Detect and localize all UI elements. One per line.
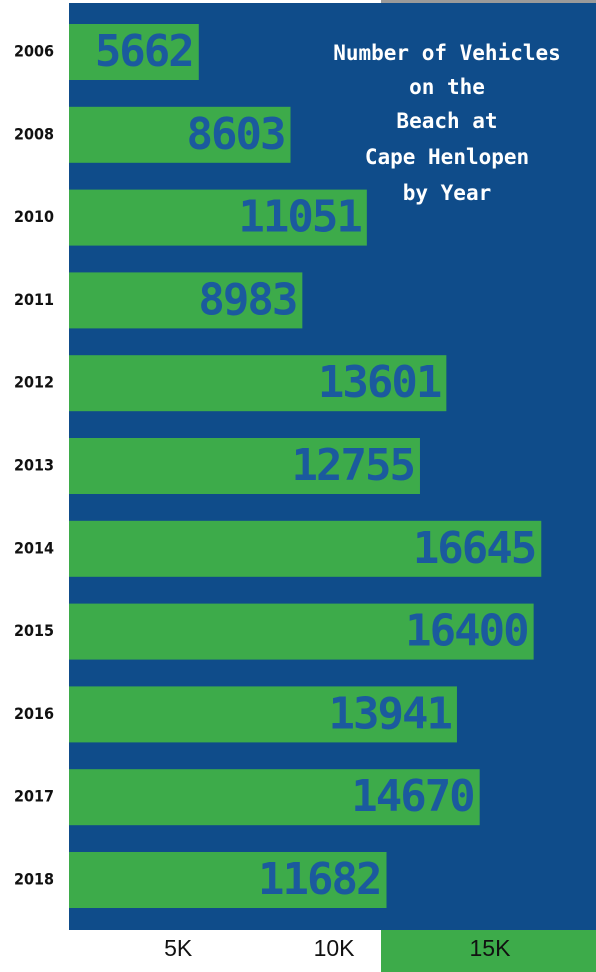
- y-tick-label: 2018: [14, 870, 54, 889]
- bar: [69, 686, 457, 743]
- x-tick-label: 5K: [164, 935, 193, 961]
- chart-title: Beach at: [396, 109, 497, 133]
- y-tick-label: 2011: [14, 290, 54, 309]
- chart-title: Number of Vehicles: [333, 41, 561, 65]
- data-label: 12755: [292, 440, 414, 491]
- data-label: 8603: [187, 109, 285, 160]
- y-tick-label: 2012: [14, 373, 54, 392]
- y-tick-label: 2010: [14, 207, 54, 226]
- data-label: 11051: [238, 192, 361, 243]
- bar: [69, 852, 387, 908]
- bar: [69, 272, 303, 329]
- y-tick-label: 2016: [14, 704, 54, 723]
- y-tick-label: 2017: [14, 787, 54, 806]
- bar: [69, 603, 534, 660]
- data-label: 14670: [351, 771, 473, 822]
- chart-title: Cape Henlopen: [365, 145, 529, 169]
- data-label: 5662: [95, 26, 193, 77]
- data-label: 13601: [318, 357, 441, 408]
- data-label: 16645: [413, 523, 535, 574]
- bar: [69, 355, 447, 412]
- bar: [69, 106, 291, 163]
- photo-edge: [381, 0, 596, 4]
- y-tick-label: 2008: [14, 124, 54, 143]
- highlight-strip: [381, 930, 596, 972]
- bar: [69, 520, 542, 577]
- y-tick-label: 2013: [14, 456, 54, 475]
- bar: [69, 438, 420, 494]
- data-label: 13941: [328, 688, 451, 739]
- chart-title: by Year: [403, 181, 492, 205]
- data-label: 8983: [198, 274, 296, 325]
- y-tick-label: 2014: [14, 538, 54, 557]
- bar: [69, 24, 199, 80]
- data-label: 11682: [258, 854, 380, 905]
- chart-title: on the: [409, 75, 485, 99]
- x-tick-label: 10K: [314, 935, 356, 961]
- y-tick-label: 2015: [14, 621, 54, 640]
- bar: [69, 769, 480, 826]
- y-tick-label: 2006: [14, 42, 54, 61]
- x-tick-label: 15K: [470, 935, 512, 961]
- data-label: 16400: [405, 606, 527, 657]
- bar: [69, 189, 367, 246]
